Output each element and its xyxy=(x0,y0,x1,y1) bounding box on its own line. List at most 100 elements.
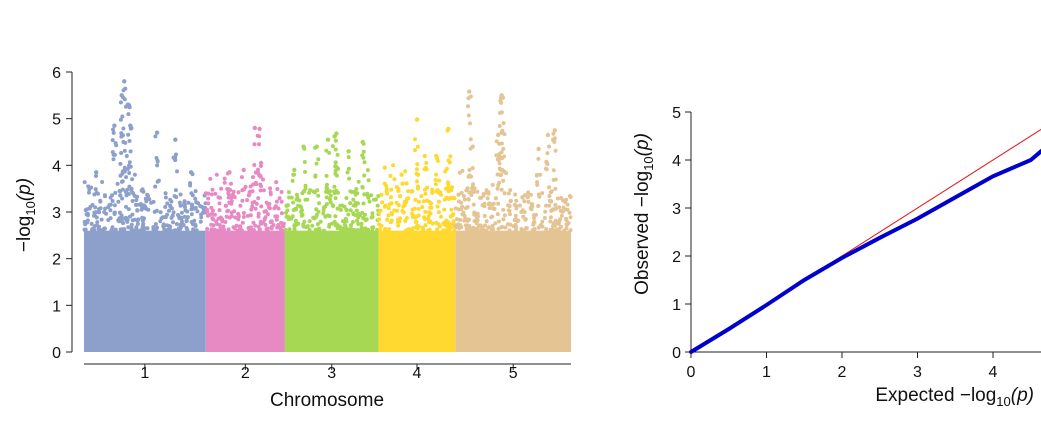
snp-point xyxy=(513,192,518,197)
snp-point xyxy=(114,143,119,148)
snp-point xyxy=(236,190,241,195)
snp-point xyxy=(377,210,381,215)
snp-point xyxy=(338,203,343,208)
snp-point xyxy=(259,204,264,209)
snp-point xyxy=(434,172,439,177)
snp-point xyxy=(186,200,191,205)
snp-point xyxy=(327,150,332,155)
snp-point xyxy=(130,177,135,182)
snp-point xyxy=(402,199,407,204)
snp-peak-point xyxy=(325,137,331,142)
snp-point xyxy=(448,154,453,159)
snp-point xyxy=(120,196,125,201)
snp-point xyxy=(285,203,290,208)
snp-peak-point xyxy=(241,167,246,173)
snp-point xyxy=(123,140,128,145)
manhattan-y-label: −log10(p) xyxy=(14,178,38,252)
snp-point xyxy=(171,155,176,160)
snp-point xyxy=(386,206,391,211)
snp-point xyxy=(535,182,540,187)
snp-point xyxy=(425,198,430,203)
snp-point xyxy=(258,188,263,193)
snp-point xyxy=(481,192,486,196)
snp-point xyxy=(511,224,516,229)
snp-point xyxy=(303,169,307,174)
snp-point xyxy=(302,146,307,151)
snp-point xyxy=(433,182,438,187)
snp-point xyxy=(427,220,432,225)
snp-point xyxy=(94,174,98,178)
snp-point xyxy=(439,214,443,219)
snp-point xyxy=(198,204,203,208)
snp-point xyxy=(468,137,473,142)
snp-point xyxy=(165,212,170,217)
snp-peak-point xyxy=(122,79,127,84)
snp-point xyxy=(307,227,312,232)
snp-point xyxy=(335,152,340,157)
snp-point xyxy=(124,204,128,209)
snp-point xyxy=(564,226,569,231)
snp-point xyxy=(446,185,451,190)
snp-point xyxy=(117,216,122,221)
snp-point xyxy=(127,160,132,165)
snp-point xyxy=(127,139,132,143)
snp-point xyxy=(90,227,94,232)
snp-point xyxy=(127,105,132,110)
snp-point xyxy=(506,191,511,196)
snp-point xyxy=(501,217,506,222)
snp-point xyxy=(553,206,558,211)
chromosome-3-body xyxy=(284,230,379,352)
snp-point xyxy=(387,202,392,207)
snp-point xyxy=(499,110,504,115)
snp-point xyxy=(530,202,535,207)
snp-point xyxy=(496,183,501,188)
chromosome-tick-label: 1 xyxy=(140,365,149,382)
snp-point xyxy=(256,196,261,201)
snp-point xyxy=(182,214,187,219)
snp-point xyxy=(164,228,169,233)
snp-point xyxy=(178,203,183,208)
snp-point xyxy=(134,202,139,207)
snp-point xyxy=(103,206,108,211)
snp-point xyxy=(302,219,307,224)
snp-point xyxy=(513,213,518,218)
snp-point xyxy=(413,148,417,153)
snp-point xyxy=(118,189,123,194)
snp-point xyxy=(543,166,548,171)
snp-peak-point xyxy=(470,144,475,149)
snp-point xyxy=(124,175,129,180)
snp-point xyxy=(221,224,226,229)
snp-point xyxy=(172,194,177,199)
snp-point xyxy=(225,209,230,214)
snp-point xyxy=(385,191,390,196)
snp-point xyxy=(447,197,451,201)
snp-point xyxy=(423,209,428,214)
snp-point xyxy=(434,189,439,194)
snp-point xyxy=(276,206,281,211)
snp-point xyxy=(362,160,367,165)
snp-point xyxy=(547,185,552,190)
snp-point xyxy=(493,221,498,226)
snp-point xyxy=(191,227,196,232)
snp-point xyxy=(117,210,122,215)
snp-point xyxy=(176,226,181,231)
snp-point xyxy=(403,169,408,174)
manhattan-y-tick-label: 3 xyxy=(52,205,61,222)
snp-point xyxy=(112,152,117,157)
snp-point xyxy=(353,192,358,197)
snp-point xyxy=(561,228,566,233)
snp-point xyxy=(414,225,419,230)
snp-point xyxy=(565,222,569,227)
snp-point xyxy=(227,215,232,220)
snp-point xyxy=(361,215,366,220)
snp-point xyxy=(121,126,126,131)
qq-x-tick-label: 1 xyxy=(762,364,771,381)
snp-point xyxy=(536,204,541,208)
snp-point xyxy=(94,223,99,228)
snp-point xyxy=(315,222,320,227)
manhattan-x-label: Chromosome xyxy=(270,390,384,411)
snp-point xyxy=(568,215,573,220)
snp-point xyxy=(363,212,367,217)
snp-point xyxy=(522,210,527,214)
snp-point xyxy=(124,154,129,158)
